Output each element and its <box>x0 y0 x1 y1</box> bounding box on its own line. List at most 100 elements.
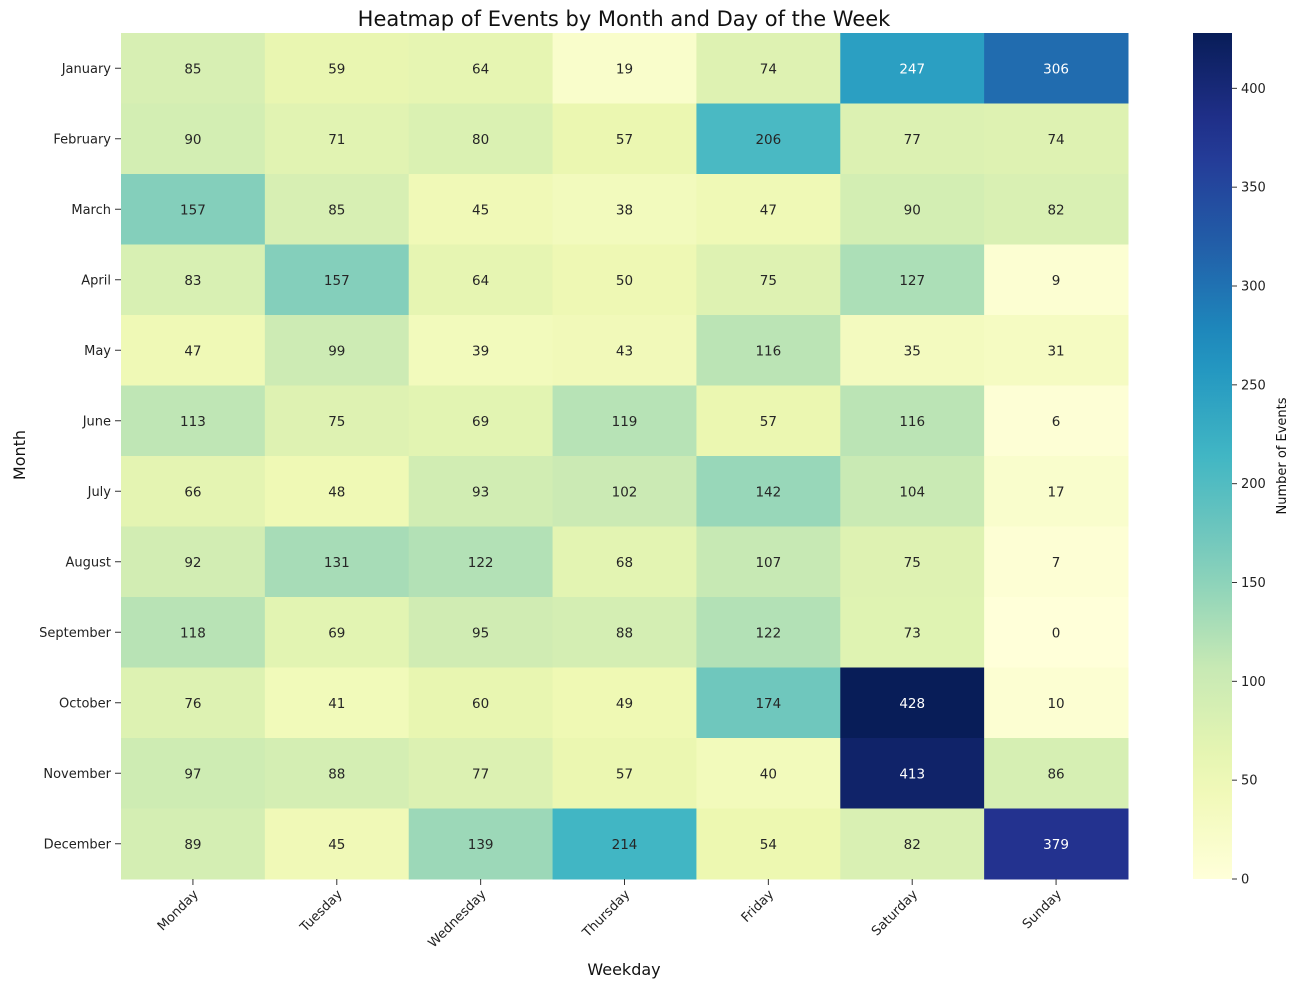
heatmap-cell <box>552 103 697 175</box>
heatmap-cell <box>264 33 410 104</box>
cell-value-label: 83 <box>184 273 201 289</box>
colorbar-tick-label: 200 <box>1241 477 1266 492</box>
heatmap-cell <box>552 456 697 527</box>
colorbar-ticks: 0 50 100 150 200 250 300 350 400 <box>1232 82 1266 888</box>
heatmap-cell <box>408 315 554 386</box>
heatmap-cell <box>696 174 841 245</box>
cell-value-label: 118 <box>180 625 206 641</box>
cell-value-label: 54 <box>760 837 777 853</box>
cell-value-label: 99 <box>328 343 345 359</box>
cell-value-label: 93 <box>472 484 489 500</box>
cell-value-label: 88 <box>328 766 345 782</box>
heatmap-cell <box>552 33 697 104</box>
heatmap-cell <box>121 385 266 457</box>
heatmap-cell <box>121 33 266 104</box>
cell-value-label: 47 <box>760 202 777 218</box>
heatmap-cell <box>696 738 841 809</box>
heatmap-cell <box>264 597 410 668</box>
cell-value-label: 214 <box>612 837 638 853</box>
heatmap-cell <box>552 597 697 668</box>
cell-value-label: 71 <box>328 132 345 148</box>
heatmap-cell <box>552 174 697 245</box>
heatmap-cell <box>984 315 1129 386</box>
heatmap-cell <box>408 526 554 598</box>
y-axis-label: Month <box>10 430 29 480</box>
colorbar-tick-label: 0 <box>1241 873 1249 888</box>
y-tick-label: February <box>53 132 111 147</box>
heatmap-cell <box>840 597 985 668</box>
cell-value-label: 86 <box>1047 766 1064 782</box>
cell-value-label: 31 <box>1047 343 1064 359</box>
cell-value-label: 85 <box>328 202 345 218</box>
heatmap-cell <box>121 597 266 668</box>
heatmap-cell <box>696 33 841 104</box>
cell-value-label: 77 <box>472 766 489 782</box>
colorbar-tick-label: 100 <box>1241 675 1266 690</box>
cell-value-label: 157 <box>324 273 350 289</box>
heatmap-cell <box>984 526 1129 598</box>
cell-value-label: 45 <box>328 837 345 853</box>
heatmap-cell <box>264 103 410 175</box>
cell-value-label: 379 <box>1043 837 1069 853</box>
cell-value-label: 64 <box>472 273 489 289</box>
heatmap-cell <box>121 808 266 880</box>
cell-value-label: 116 <box>755 343 781 359</box>
heatmap-cell <box>984 244 1129 316</box>
heatmap-cell <box>552 385 697 457</box>
heatmap-cell <box>984 667 1129 739</box>
cell-value-label: 142 <box>755 484 781 500</box>
y-tick-label: August <box>66 555 112 570</box>
heatmap-cell <box>121 738 266 809</box>
cell-value-label: 43 <box>616 343 633 359</box>
cell-value-label: 306 <box>1043 61 1069 77</box>
heatmap-cell <box>264 385 410 457</box>
colorbar-tick-label: 400 <box>1241 82 1266 97</box>
cell-value-label: 38 <box>616 202 633 218</box>
heatmap-cell <box>264 244 410 316</box>
heatmap-cell <box>840 315 985 386</box>
heatmap-cell <box>264 667 410 739</box>
heatmap-cell <box>696 315 841 386</box>
cell-value-label: 49 <box>616 696 633 712</box>
heatmap-cell <box>408 597 554 668</box>
colorbar <box>1193 33 1232 879</box>
cell-value-label: 69 <box>472 414 489 430</box>
cell-value-label: 68 <box>616 555 633 571</box>
x-tick-label: Saturday <box>869 887 921 939</box>
cell-value-label: 95 <box>472 625 489 641</box>
heatmap-cell <box>840 244 985 316</box>
heatmap-cell <box>696 597 841 668</box>
x-axis-ticks: Monday Tuesday Wednesday Thursday Friday Satu… <box>155 879 1065 951</box>
colorbar-tick-label: 150 <box>1241 576 1266 591</box>
cell-value-label: 75 <box>904 555 921 571</box>
x-axis-label: Weekday <box>587 960 660 979</box>
cell-value-label: 116 <box>899 414 925 430</box>
cell-value-label: 9 <box>1052 273 1061 289</box>
heatmap-cell <box>408 103 554 175</box>
heatmap-cell <box>984 385 1129 457</box>
heatmap-cell <box>121 103 266 175</box>
y-tick-label: June <box>82 414 111 429</box>
cell-value-label: 75 <box>328 414 345 430</box>
heatmap-cell <box>408 456 554 527</box>
cell-value-label: 247 <box>899 61 925 77</box>
cell-value-label: 77 <box>904 132 921 148</box>
cell-value-label: 119 <box>612 414 638 430</box>
cell-value-label: 64 <box>472 61 489 77</box>
heatmap-cell <box>696 667 841 739</box>
heatmap-cell <box>984 456 1129 527</box>
x-tick-label: Thursday <box>579 887 633 941</box>
heatmap-cell <box>840 385 985 457</box>
cell-value-label: 7 <box>1052 555 1061 571</box>
colorbar-tick-label: 350 <box>1241 181 1266 196</box>
heatmap-cell <box>840 667 985 739</box>
heatmap-cell <box>121 244 266 316</box>
heatmap-cell <box>408 385 554 457</box>
cell-value-label: 10 <box>1047 696 1064 712</box>
heatmap-cell <box>984 33 1129 104</box>
y-tick-label: March <box>71 203 111 218</box>
heatmap-cell <box>408 33 554 104</box>
y-tick-label: December <box>44 837 112 852</box>
cell-value-label: 41 <box>328 696 345 712</box>
y-tick-label: July <box>87 485 112 500</box>
